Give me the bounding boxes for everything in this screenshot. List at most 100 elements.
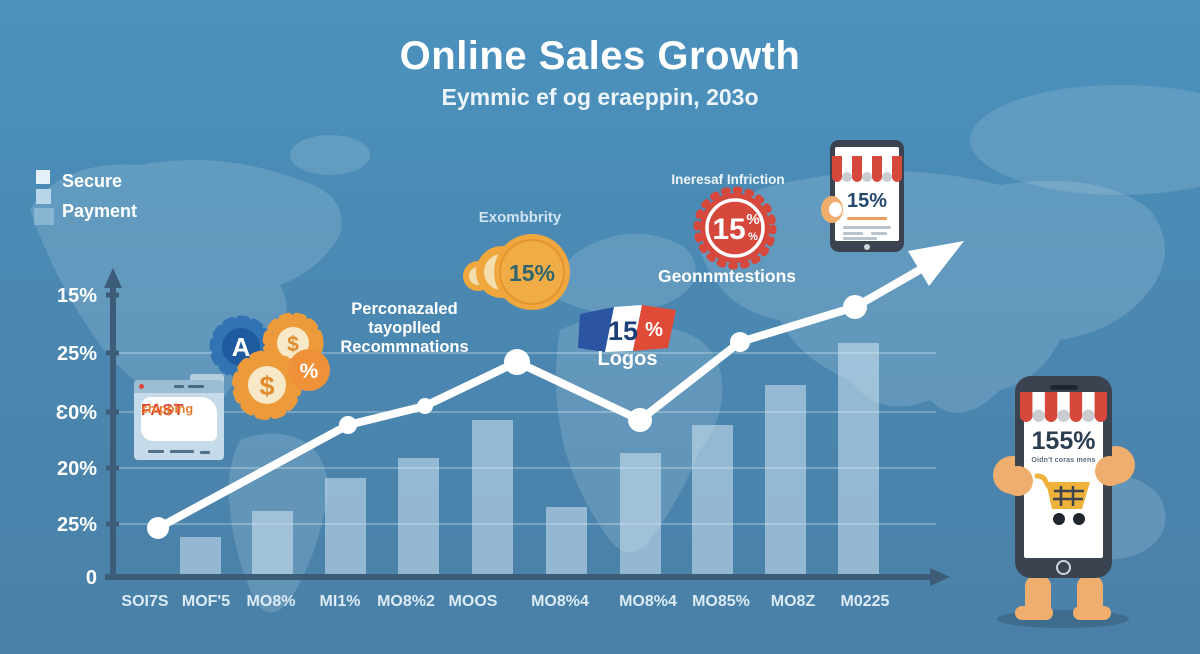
logos-flag-icon: 15 % xyxy=(578,305,676,352)
x-axis-label: MOF'5 xyxy=(182,593,230,610)
footer-dash xyxy=(170,450,194,453)
phone-subtext: Oidn't coras mens xyxy=(1031,457,1096,464)
header-dash xyxy=(174,385,184,388)
x-axis-label: MO8%2 xyxy=(377,593,435,610)
x-axis-label: MI1% xyxy=(320,593,361,610)
recommendations-line3: Recommnations xyxy=(340,338,469,356)
hand-notch xyxy=(829,202,842,217)
map-europe xyxy=(559,233,696,314)
bar xyxy=(252,511,293,577)
phone-discount-value: 155% xyxy=(1031,427,1096,455)
bar xyxy=(765,385,806,577)
percent-circle-icon: % xyxy=(288,349,330,391)
bar xyxy=(398,458,439,577)
coins-caption: Exombbrity xyxy=(478,209,562,226)
fast-shipping-card: FAST shipping xyxy=(134,374,228,470)
svg-text:15: 15 xyxy=(712,213,745,246)
y-axis-label: 15% xyxy=(57,285,97,307)
red-dot-icon xyxy=(139,384,144,389)
foot xyxy=(1073,606,1111,620)
page-subtitle: Eymmic ef og eraeppin, 203o xyxy=(441,84,759,110)
discount-seal-icon: 15 % % xyxy=(693,186,777,270)
bar xyxy=(692,425,733,577)
line-point xyxy=(730,332,750,352)
bullet-square-icon xyxy=(34,208,54,225)
line-point xyxy=(147,517,169,539)
storefront-tablet-icon: 15% xyxy=(821,140,904,252)
x-axis-label: MO8%4 xyxy=(531,593,589,610)
x-axis-label: MO8%4 xyxy=(619,593,677,610)
text-line xyxy=(843,232,863,235)
recommendations-line1: Perconazaled xyxy=(351,300,458,318)
x-axis-label: SOI7S xyxy=(121,593,168,610)
home-button xyxy=(1056,560,1071,575)
svg-text:%: % xyxy=(746,211,759,228)
svg-text:15%: 15% xyxy=(509,260,555,286)
shopper-character: 155% Oidn't coras mens xyxy=(993,372,1135,632)
map-africa xyxy=(556,318,723,553)
seal-caption-bottom: Geonnmtestions xyxy=(657,266,797,286)
gears-icon: A $ $ % xyxy=(209,312,330,420)
phone-screen: 155% Oidn't coras mens xyxy=(1020,392,1107,558)
secure-payment-label: Secure Payment xyxy=(62,166,137,226)
y-axis-label: 25% xyxy=(57,514,97,536)
svg-text:$: $ xyxy=(287,333,299,356)
map-cloud xyxy=(970,85,1200,195)
bar xyxy=(546,507,587,577)
foot xyxy=(1015,606,1053,620)
y-axis-label: Ɛ0% xyxy=(56,402,98,424)
underline-accent xyxy=(847,217,887,220)
line-point xyxy=(339,416,357,434)
footer-dash xyxy=(200,451,210,454)
secure-line: Secure xyxy=(62,171,123,191)
recommendations-label: Perconazaled tayoplled Recommnations xyxy=(312,300,497,357)
map-north-america xyxy=(30,160,342,434)
text-line xyxy=(843,237,877,240)
bar xyxy=(325,478,366,577)
svg-text:$: $ xyxy=(259,371,274,401)
hand-icon xyxy=(1095,456,1125,486)
phone-frame: 155% Oidn't coras mens xyxy=(1015,376,1112,578)
bullet-square-icon xyxy=(36,170,50,184)
footer-dash xyxy=(148,450,164,453)
text-line xyxy=(871,232,887,235)
seal-caption-top: Ineresaf Infriction xyxy=(671,172,785,187)
y-axis-arrow-icon xyxy=(104,268,122,288)
logos-caption: Logos xyxy=(597,348,658,370)
page-title: Online Sales Growth xyxy=(399,34,801,78)
home-button xyxy=(864,244,870,250)
y-axis-label: 25% xyxy=(57,343,97,365)
header-dash xyxy=(188,385,204,388)
trend-arrow-icon xyxy=(908,241,964,286)
fast-shipping-paper: FAST shipping xyxy=(141,397,217,441)
x-axis-label: MOOS xyxy=(449,593,498,610)
text-line xyxy=(843,226,891,229)
svg-text:15: 15 xyxy=(608,316,638,346)
x-axis-arrow-icon xyxy=(930,568,950,586)
map-greenland xyxy=(290,135,370,175)
line-point xyxy=(504,349,530,375)
trend-line xyxy=(154,264,927,532)
map-asia xyxy=(700,171,1165,413)
shopping-cart-icon xyxy=(1034,473,1090,525)
gear-dollar-icon: $ xyxy=(232,350,302,420)
svg-text:%: % xyxy=(300,360,319,383)
phone-speaker xyxy=(1050,385,1078,390)
hand-icon xyxy=(1003,466,1033,496)
fast-label: FAST xyxy=(141,402,184,419)
line-point xyxy=(843,295,867,319)
y-axis-label: 20% xyxy=(57,458,97,480)
discount-coins-icon: 15% xyxy=(463,234,570,310)
x-axis-label: MO8Z xyxy=(771,593,816,610)
hand-icon xyxy=(821,196,843,223)
y-axis-label: 0 xyxy=(86,567,97,589)
recommendations-line2: tayoplled xyxy=(368,319,441,337)
line-point xyxy=(628,408,652,432)
x-axis-label: MO8% xyxy=(247,593,296,610)
shipping-label: shipping xyxy=(141,402,194,416)
tablet-discount-value: 15% xyxy=(846,190,888,212)
bar xyxy=(180,537,221,577)
payment-line: Payment xyxy=(62,201,138,221)
x-axis-label: MO85% xyxy=(692,593,750,610)
